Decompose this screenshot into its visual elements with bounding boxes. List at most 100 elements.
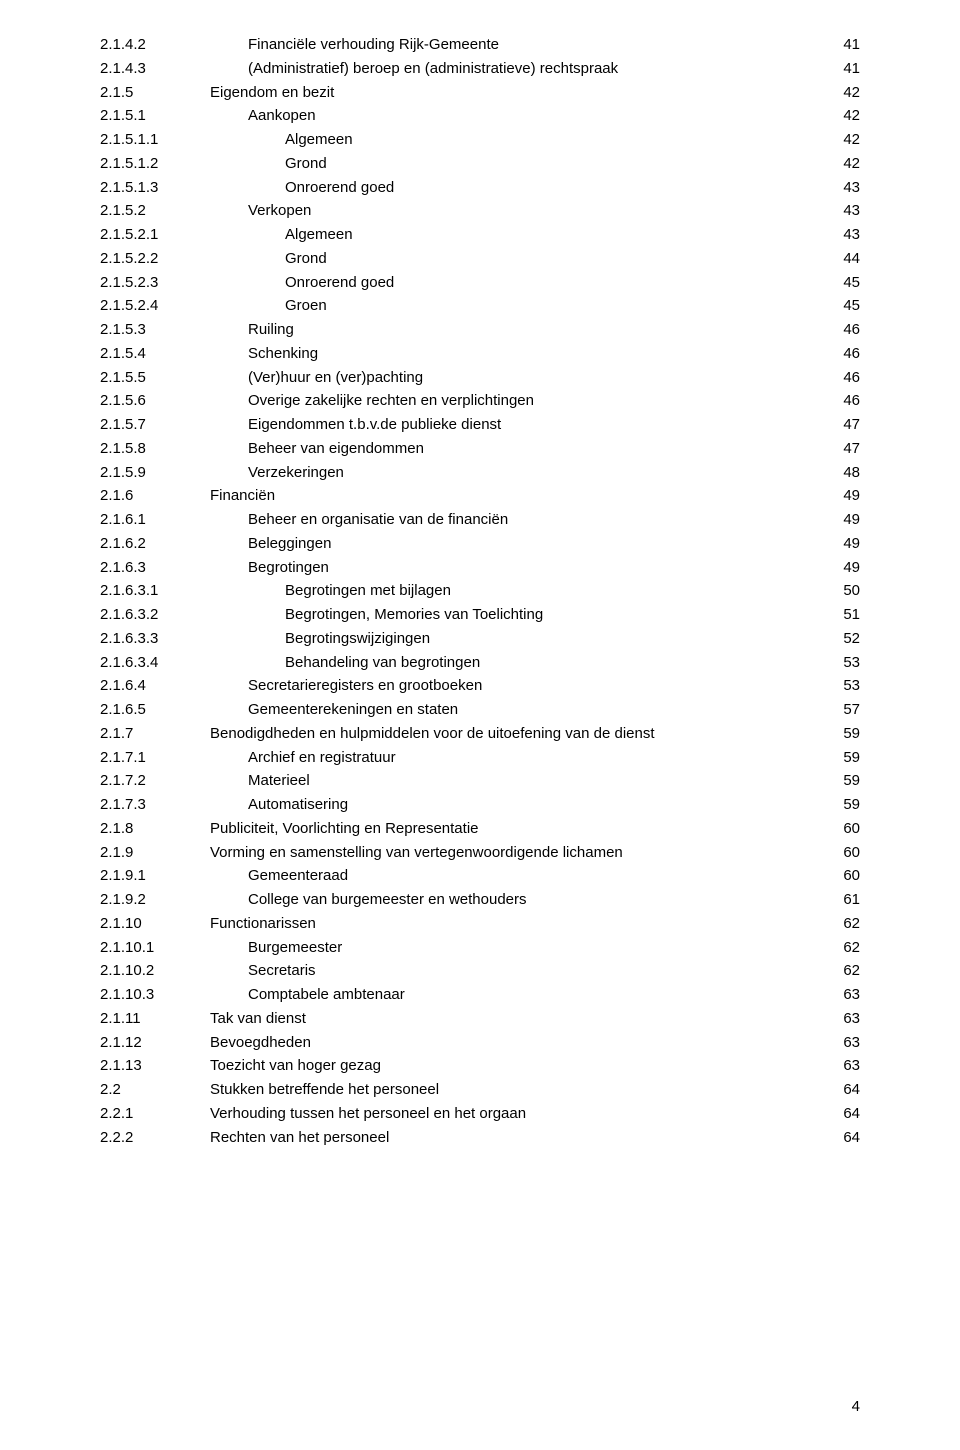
toc-entry-number: 2.1.7 bbox=[100, 724, 210, 744]
toc-entry-page: 45 bbox=[830, 296, 860, 316]
toc-entry-title: Financiële verhouding Rijk-Gemeente bbox=[210, 35, 830, 55]
toc-entry-title: Begrotingen met bijlagen bbox=[210, 581, 830, 601]
toc-entry-number: 2.1.5.8 bbox=[100, 439, 210, 459]
toc-row: 2.1.5.5(Ver)huur en (ver)pachting46 bbox=[100, 368, 860, 388]
toc-entry-title: Groen bbox=[210, 296, 830, 316]
toc-entry-number: 2.1.5.4 bbox=[100, 344, 210, 364]
toc-entry-page: 49 bbox=[830, 558, 860, 578]
toc-entry-page: 60 bbox=[830, 866, 860, 886]
toc-entry-page: 42 bbox=[830, 106, 860, 126]
toc-row: 2.1.5.2Verkopen43 bbox=[100, 201, 860, 221]
toc-entry-title: Verzekeringen bbox=[210, 463, 830, 483]
toc-entry-number: 2.1.9.2 bbox=[100, 890, 210, 910]
toc-entry-page: 64 bbox=[830, 1104, 860, 1124]
toc-row: 2.1.5.2.1Algemeen43 bbox=[100, 225, 860, 245]
toc-entry-number: 2.2.2 bbox=[100, 1128, 210, 1148]
toc-row: 2.1.7.3Automatisering59 bbox=[100, 795, 860, 815]
toc-row: 2.1.9Vorming en samenstelling van verteg… bbox=[100, 843, 860, 863]
toc-row: 2.1.6Financiën49 bbox=[100, 486, 860, 506]
toc-entry-page: 64 bbox=[830, 1128, 860, 1148]
toc-entry-number: 2.1.7.3 bbox=[100, 795, 210, 815]
toc-entry-title: College van burgemeester en wethouders bbox=[210, 890, 830, 910]
toc-entry-page: 53 bbox=[830, 653, 860, 673]
toc-row: 2.1.6.3.3Begrotingswijzigingen52 bbox=[100, 629, 860, 649]
toc-row: 2.1.5Eigendom en bezit42 bbox=[100, 83, 860, 103]
toc-entry-title: Overige zakelijke rechten en verplichtin… bbox=[210, 391, 830, 411]
toc-entry-page: 46 bbox=[830, 344, 860, 364]
toc-entry-title: Behandeling van begrotingen bbox=[210, 653, 830, 673]
toc-entry-number: 2.1.6.4 bbox=[100, 676, 210, 696]
toc-entry-page: 47 bbox=[830, 439, 860, 459]
toc-entry-page: 59 bbox=[830, 771, 860, 791]
toc-row: 2.1.5.6Overige zakelijke rechten en verp… bbox=[100, 391, 860, 411]
toc-entry-title: Automatisering bbox=[210, 795, 830, 815]
toc-entry-page: 59 bbox=[830, 748, 860, 768]
toc-row: 2.1.10.2Secretaris62 bbox=[100, 961, 860, 981]
toc-entry-page: 62 bbox=[830, 914, 860, 934]
toc-entry-title: Grond bbox=[210, 154, 830, 174]
toc-entry-title: Stukken betreffende het personeel bbox=[210, 1080, 830, 1100]
toc-entry-number: 2.1.11 bbox=[100, 1009, 210, 1029]
toc-entry-number: 2.1.5.7 bbox=[100, 415, 210, 435]
toc-entry-page: 45 bbox=[830, 273, 860, 293]
toc-entry-title: Beleggingen bbox=[210, 534, 830, 554]
toc-entry-title: Bevoegdheden bbox=[210, 1033, 830, 1053]
toc-entry-page: 57 bbox=[830, 700, 860, 720]
toc-row: 2.1.9.1Gemeenteraad60 bbox=[100, 866, 860, 886]
toc-row: 2.1.5.7Eigendommen t.b.v.de publieke die… bbox=[100, 415, 860, 435]
toc-entry-page: 63 bbox=[830, 1009, 860, 1029]
toc-entry-number: 2.1.6.3.3 bbox=[100, 629, 210, 649]
toc-entry-number: 2.1.5.2.4 bbox=[100, 296, 210, 316]
toc-entry-title: Rechten van het personeel bbox=[210, 1128, 830, 1148]
toc-entry-number: 2.1.13 bbox=[100, 1056, 210, 1076]
toc-entry-number: 2.1.6.5 bbox=[100, 700, 210, 720]
toc-entry-number: 2.1.6.3.2 bbox=[100, 605, 210, 625]
toc-entry-number: 2.1.7.2 bbox=[100, 771, 210, 791]
toc-entry-title: Materieel bbox=[210, 771, 830, 791]
toc-entry-page: 50 bbox=[830, 581, 860, 601]
toc-entry-title: Begrotingswijzigingen bbox=[210, 629, 830, 649]
toc-entry-title: Eigendommen t.b.v.de publieke dienst bbox=[210, 415, 830, 435]
toc-row: 2.1.5.1Aankopen42 bbox=[100, 106, 860, 126]
toc-entry-page: 53 bbox=[830, 676, 860, 696]
toc-entry-page: 49 bbox=[830, 486, 860, 506]
toc-entry-title: Begrotingen, Memories van Toelichting bbox=[210, 605, 830, 625]
toc-container: 2.1.4.2Financiële verhouding Rijk-Gemeen… bbox=[100, 35, 860, 1148]
toc-entry-number: 2.1.6.3 bbox=[100, 558, 210, 578]
toc-entry-page: 43 bbox=[830, 178, 860, 198]
toc-entry-number: 2.1.9 bbox=[100, 843, 210, 863]
toc-entry-page: 46 bbox=[830, 320, 860, 340]
toc-row: 2.1.10Functionarissen62 bbox=[100, 914, 860, 934]
toc-row: 2.1.6.3.2Begrotingen, Memories van Toeli… bbox=[100, 605, 860, 625]
toc-entry-title: Begrotingen bbox=[210, 558, 830, 578]
toc-entry-page: 51 bbox=[830, 605, 860, 625]
toc-entry-title: Grond bbox=[210, 249, 830, 269]
toc-entry-title: Schenking bbox=[210, 344, 830, 364]
toc-entry-page: 41 bbox=[830, 35, 860, 55]
toc-entry-number: 2.2.1 bbox=[100, 1104, 210, 1124]
toc-row: 2.1.5.1.1Algemeen42 bbox=[100, 130, 860, 150]
toc-entry-page: 63 bbox=[830, 985, 860, 1005]
toc-entry-page: 41 bbox=[830, 59, 860, 79]
toc-entry-number: 2.1.5.5 bbox=[100, 368, 210, 388]
toc-entry-page: 62 bbox=[830, 938, 860, 958]
toc-entry-number: 2.2 bbox=[100, 1080, 210, 1100]
toc-row: 2.1.13Toezicht van hoger gezag63 bbox=[100, 1056, 860, 1076]
toc-row: 2.1.7Benodigdheden en hulpmiddelen voor … bbox=[100, 724, 860, 744]
toc-entry-page: 47 bbox=[830, 415, 860, 435]
toc-row: 2.1.6.4Secretarieregisters en grootboeke… bbox=[100, 676, 860, 696]
toc-row: 2.1.5.3Ruiling46 bbox=[100, 320, 860, 340]
toc-entry-page: 61 bbox=[830, 890, 860, 910]
toc-row: 2.1.6.3.1Begrotingen met bijlagen50 bbox=[100, 581, 860, 601]
toc-entry-number: 2.1.8 bbox=[100, 819, 210, 839]
toc-entry-number: 2.1.5.1 bbox=[100, 106, 210, 126]
toc-entry-title: Vorming en samenstelling van vertegenwoo… bbox=[210, 843, 830, 863]
toc-entry-title: Burgemeester bbox=[210, 938, 830, 958]
toc-entry-page: 60 bbox=[830, 819, 860, 839]
toc-row: 2.1.12Bevoegdheden63 bbox=[100, 1033, 860, 1053]
toc-entry-page: 63 bbox=[830, 1033, 860, 1053]
toc-entry-title: Functionarissen bbox=[210, 914, 830, 934]
toc-entry-title: Eigendom en bezit bbox=[210, 83, 830, 103]
toc-row: 2.2Stukken betreffende het personeel64 bbox=[100, 1080, 860, 1100]
toc-entry-number: 2.1.5.1.3 bbox=[100, 178, 210, 198]
